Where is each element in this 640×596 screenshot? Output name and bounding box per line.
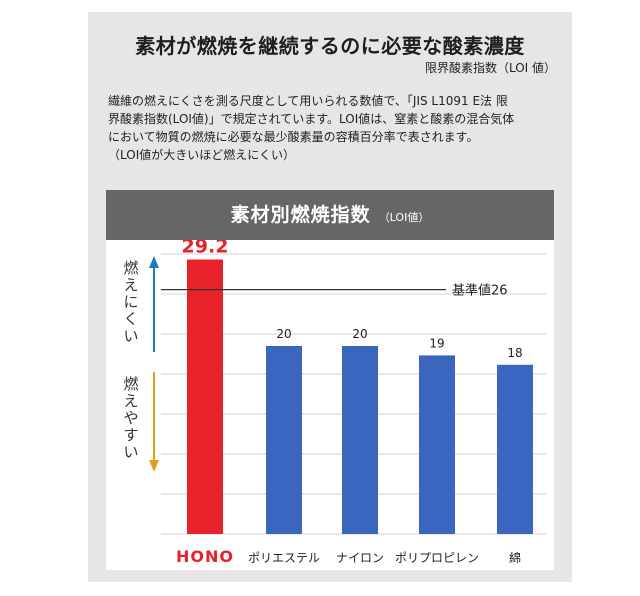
description: 繊維の燃えにくさを測る尺度として用いられる数値で、「JIS L1091 E法 限… [108,92,560,164]
category-label: HONO [176,547,234,566]
category-label: ポリプロピレン [395,551,479,565]
easy-to-burn-label: 燃えやすい [123,375,139,461]
up-arrow-icon [149,256,159,268]
bar [497,364,533,534]
chart-container: 素材別燃焼指数 （LOI値） 燃えにくい 燃えやすい 29.2 HONO 20 ポリエス… [106,190,554,570]
category-label: ナイロン [336,551,384,565]
data-label: 18 [507,346,522,360]
category-label: 綿 [509,551,521,565]
reference-line-label: 基準値26 [452,283,508,299]
data-label: 20 [352,327,367,341]
description-line: （LOI値が大きいほど燃えにくい） [108,148,296,162]
bar [342,346,378,534]
description-line: 界酸素指数(LOI値)」で規定されています。LOI値は、窒素と酸素の混合気体 [108,112,515,126]
page-title: 素材が燃焼を継続するのに必要な酸素濃度 [135,34,525,58]
chart-unit: （LOI値） [378,211,430,224]
hard-to-burn-label: 燃えにくい [123,259,139,345]
bar-chart: 29.2 HONO 20 ポリエステル 20 ナイロン 19 ポリプロピレン 18 綿 基準値26 [149,240,546,566]
data-label: 29.2 [182,240,229,258]
chart-header: 素材別燃焼指数 （LOI値） [106,190,554,240]
data-label: 20 [276,327,291,341]
down-arrow-icon [149,460,159,472]
bar [187,259,223,534]
description-line: において物質の燃焼に必要な最少酸素量の容積百分率で表されます。 [108,130,479,144]
info-panel: 素材が燃焼を継続するのに必要な酸素濃度 限界酸素指数（LOI 値） 繊維の燃えに… [88,12,572,582]
bar [266,346,302,534]
bar [419,355,455,534]
page-subtitle: 限界酸素指数（LOI 値） [424,61,556,75]
chart-title: 素材別燃焼指数 [230,204,371,226]
category-label: ポリエステル [248,551,320,565]
data-label: 19 [429,336,444,350]
description-line: 繊維の燃えにくさを測る尺度として用いられる数値で、「JIS L1091 E法 限 [108,94,508,108]
